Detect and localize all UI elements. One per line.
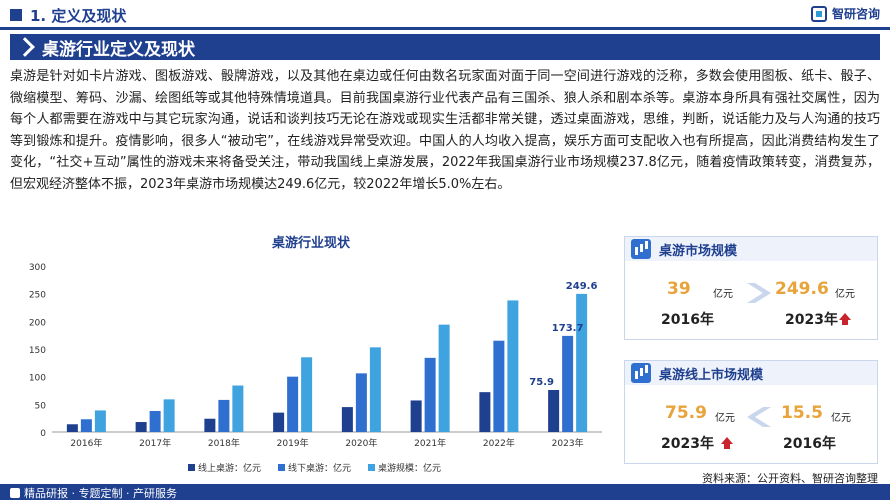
data-label: 249.6 bbox=[566, 281, 598, 292]
brand: 智研咨询 bbox=[810, 5, 880, 22]
market-2023-year: 2023年 bbox=[785, 312, 838, 328]
bar-1 bbox=[410, 400, 422, 432]
data-label: 75.9 bbox=[529, 377, 554, 388]
x-tick-label: 2019年 bbox=[277, 437, 309, 449]
market-2023-unit: 亿元 bbox=[835, 289, 855, 300]
card-market-size: 桌游市场规模 39 亿元 2016年 249.6 亿元 2023年 bbox=[624, 236, 878, 340]
bar-2 bbox=[218, 399, 230, 432]
y-tick-label: 0 bbox=[40, 429, 46, 439]
bar-3 bbox=[507, 300, 519, 432]
bar-3 bbox=[232, 385, 244, 432]
online-2016-value: 15.5 bbox=[781, 403, 823, 423]
card-online-market-size: 桌游线上市场规模 75.9 亿元 2023年 15.5 亿元 2016年 bbox=[624, 360, 878, 464]
bar-2 bbox=[355, 373, 367, 432]
bar-1 bbox=[341, 407, 353, 432]
bar-2 bbox=[424, 357, 436, 432]
title-banner: 桌游行业定义及现状 bbox=[10, 34, 880, 60]
x-tick-label: 2022年 bbox=[483, 437, 515, 449]
bar-chart: 0 50 100 150 200 250 300 2016年 2017年 2018年 2019年 20… bbox=[29, 263, 602, 474]
card-header: 桌游市场规模 bbox=[625, 237, 877, 261]
card-body: 75.9 亿元 2023年 15.5 亿元 2016年 bbox=[625, 385, 877, 465]
bar-1 bbox=[66, 424, 78, 432]
bar-3 bbox=[438, 324, 450, 432]
arrow-right-icon bbox=[747, 283, 771, 303]
bar-3 bbox=[576, 293, 588, 432]
x-tick-label: 2021年 bbox=[414, 437, 446, 449]
online-2023-value: 75.9 bbox=[665, 403, 707, 423]
arrow-left-icon bbox=[747, 407, 771, 427]
x-tick-label: 2016年 bbox=[70, 437, 102, 449]
section-title: 1. 定义及现状 bbox=[30, 7, 127, 25]
bar-1 bbox=[273, 412, 285, 432]
legend-label: 线上桌游：亿元 bbox=[198, 462, 261, 474]
online-2023-unit: 亿元 bbox=[715, 413, 735, 424]
up-arrow-icon bbox=[839, 313, 851, 325]
bar-1 bbox=[479, 392, 491, 432]
legend-swatch bbox=[188, 464, 195, 471]
bar-2 bbox=[287, 376, 299, 432]
x-tick-label: 2020年 bbox=[345, 437, 377, 449]
online-2016-unit: 亿元 bbox=[831, 413, 851, 424]
card-title: 桌游市场规模 bbox=[659, 243, 738, 259]
x-tick-label: 2018年 bbox=[208, 437, 240, 449]
market-2016-year: 2016年 bbox=[661, 312, 714, 328]
y-tick-label: 300 bbox=[29, 263, 46, 273]
footer-left: 精品研报 · 专题定制 · 产研服务 bbox=[10, 485, 177, 500]
bar-3 bbox=[94, 410, 106, 432]
legend-label: 桌游规模：亿元 bbox=[378, 462, 441, 474]
y-tick-label: 200 bbox=[29, 318, 46, 328]
bar-chart-icon bbox=[631, 363, 651, 383]
brand-name: 智研咨询 bbox=[831, 7, 880, 21]
y-tick-label: 250 bbox=[29, 291, 46, 301]
legend-label: 线下桌游：亿元 bbox=[288, 462, 351, 474]
y-tick-label: 100 bbox=[29, 374, 46, 384]
top-bar: 1. 定义及现状 智研咨询 bbox=[0, 0, 890, 30]
y-tick-label: 150 bbox=[29, 346, 46, 356]
bar-2 bbox=[80, 419, 92, 432]
chart-container: 桌游行业现状 0 50 100 150 200 250 300 2016年 2017年 2018年… bbox=[10, 232, 612, 482]
chevron-right-icon bbox=[15, 37, 35, 57]
legend-swatch bbox=[368, 464, 375, 471]
data-label: 173.7 bbox=[552, 323, 584, 334]
footer-text: 精品研报 · 专题定制 · 产研服务 bbox=[24, 487, 177, 500]
market-2016-value: 39 bbox=[667, 279, 691, 299]
online-2023-year: 2023年 bbox=[661, 436, 714, 452]
market-2016-unit: 亿元 bbox=[713, 289, 733, 300]
bar-2 bbox=[562, 335, 574, 432]
bar-1 bbox=[135, 422, 147, 432]
market-2023-value: 249.6 bbox=[775, 279, 829, 299]
bar-1 bbox=[204, 418, 216, 432]
footer-logo-icon bbox=[10, 488, 20, 498]
y-tick-label: 50 bbox=[35, 401, 47, 411]
bar-chart-icon bbox=[631, 239, 651, 259]
online-2016-year: 2016年 bbox=[783, 436, 836, 452]
card-header: 桌游线上市场规模 bbox=[625, 361, 877, 385]
intro-paragraph: 桌游是针对如卡片游戏、图板游戏、骰牌游戏，以及其他在桌边或任何由数名玩家面对面于… bbox=[10, 69, 880, 192]
legend-swatch bbox=[278, 464, 285, 471]
chart-title: 桌游行业现状 bbox=[271, 236, 350, 251]
x-tick-label: 2017年 bbox=[139, 437, 171, 449]
up-arrow-icon bbox=[721, 437, 733, 449]
bar-2 bbox=[493, 340, 505, 432]
brand-logo-icon bbox=[810, 5, 827, 22]
bar-3 bbox=[369, 347, 381, 432]
card-body: 39 亿元 2016年 249.6 亿元 2023年 bbox=[625, 261, 877, 341]
x-tick-label: 2023年 bbox=[552, 437, 584, 449]
bar-3 bbox=[301, 357, 313, 432]
source-note: 资料来源：公开资料、智研咨询整理 bbox=[702, 472, 878, 485]
section-marker-icon bbox=[10, 9, 22, 21]
footer-bar: 精品研报 · 专题定制 · 产研服务 bbox=[0, 484, 890, 500]
bar-1 bbox=[548, 390, 560, 432]
bar-3 bbox=[163, 399, 175, 432]
bar-2 bbox=[149, 410, 161, 432]
card-title: 桌游线上市场规模 bbox=[659, 367, 764, 383]
banner-title: 桌游行业定义及现状 bbox=[42, 39, 195, 60]
